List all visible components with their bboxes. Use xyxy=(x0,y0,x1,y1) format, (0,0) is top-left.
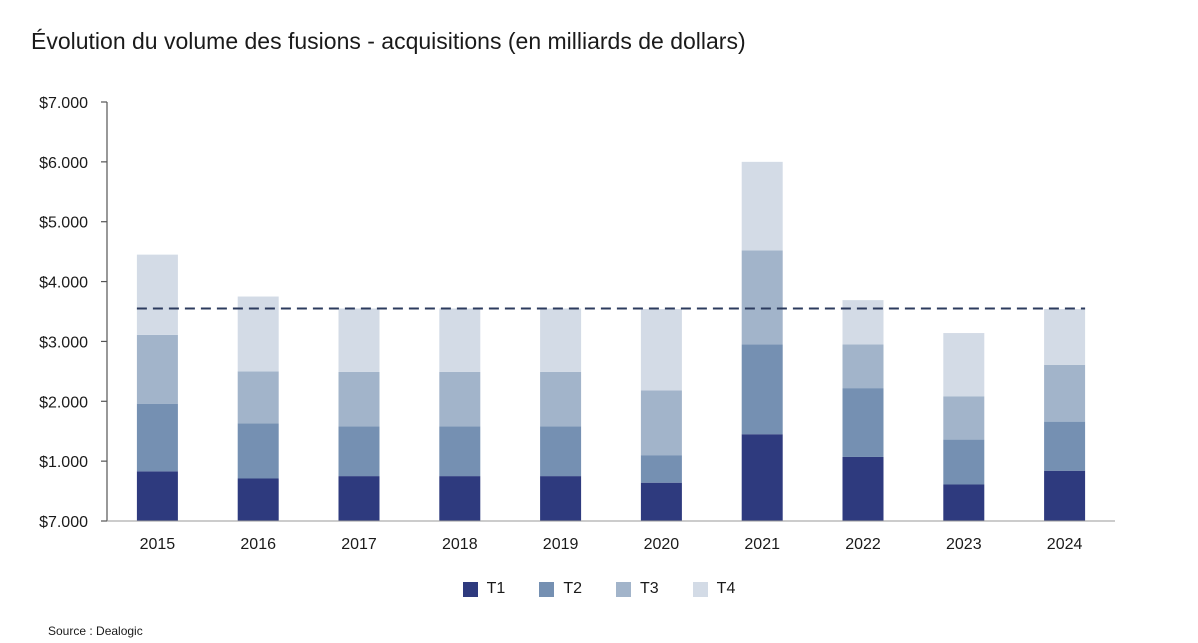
bar-segment-t1-2016 xyxy=(237,478,279,521)
bar-segment-t4-2021 xyxy=(741,161,783,251)
y-tick-label: $1.000 xyxy=(39,454,88,471)
legend-swatch xyxy=(616,581,631,597)
bar-segment-t3-2024 xyxy=(1044,364,1086,422)
chart-title: Évolution du volume des fusions - acquis… xyxy=(31,28,746,54)
bar-segment-t4-2015 xyxy=(136,254,178,335)
legend-label: T1 xyxy=(486,580,506,597)
legend-item-t1: T1 xyxy=(462,580,506,598)
legend-label: T4 xyxy=(716,580,736,597)
bar-segment-t1-2024 xyxy=(1044,470,1086,521)
bar-segment-t1-2019 xyxy=(540,476,582,521)
legend-label: T3 xyxy=(640,580,659,597)
bar-segment-t3-2021 xyxy=(741,250,783,345)
bar-segment-t1-2021 xyxy=(741,434,783,521)
x-tick-label: 2021 xyxy=(744,536,780,553)
x-tick-label: 2018 xyxy=(442,536,478,553)
bar-segment-t3-2023 xyxy=(943,396,985,440)
bar-segment-t1-2015 xyxy=(136,471,178,521)
bar-segment-t2-2024 xyxy=(1044,421,1086,471)
y-tick-label: $6.000 xyxy=(39,155,88,172)
legend-swatch xyxy=(539,581,555,597)
bar-segment-t3-2017 xyxy=(338,371,380,427)
y-tick-label: $2.000 xyxy=(39,394,88,411)
legend-item-t3: T3 xyxy=(616,580,659,598)
bar-segment-t2-2016 xyxy=(237,423,279,479)
bar-segment-t4-2020 xyxy=(640,309,682,391)
bar-segment-t4-2023 xyxy=(943,333,985,397)
bar-segment-t3-2020 xyxy=(640,390,682,456)
bar-segment-t4-2024 xyxy=(1044,309,1086,365)
stacked-bar-chart: $7.000 $1.000 $2.000 $3.000 $4.000 $5.000 $6.0… xyxy=(39,95,1115,553)
bar-segment-t4-2019 xyxy=(540,308,582,372)
y-tick-label: $5.000 xyxy=(39,215,88,232)
bar-segment-t2-2015 xyxy=(136,403,178,472)
x-axis-labels: 2015 2016 2017 2018 2019 2020 2021 2022 2023 2024 xyxy=(140,536,1083,553)
bar-segment-t2-2022 xyxy=(842,388,884,457)
bar-segment-t1-2022 xyxy=(842,456,884,521)
bar-segment-t3-2022 xyxy=(842,344,884,389)
x-tick-label: 2019 xyxy=(543,536,579,553)
source-note: Source : Dealogic xyxy=(48,624,143,638)
x-tick-label: 2017 xyxy=(341,536,377,553)
x-tick-label: 2024 xyxy=(1047,536,1083,553)
bar-segment-t3-2016 xyxy=(237,371,279,424)
bar-segment-t1-2023 xyxy=(943,484,985,521)
bar-segment-t2-2021 xyxy=(741,344,783,435)
legend-swatch xyxy=(462,581,478,597)
bar-segment-t4-2017 xyxy=(338,308,380,372)
bar-segment-t2-2019 xyxy=(540,426,582,477)
bar-segment-t3-2015 xyxy=(136,334,178,404)
legend-item-t4: T4 xyxy=(692,580,736,598)
bar-segment-t2-2020 xyxy=(640,455,682,483)
y-tick-label: $3.000 xyxy=(39,334,88,351)
y-tick-label: $7.000 xyxy=(39,95,88,112)
legend-swatch xyxy=(692,581,708,597)
x-tick-label: 2016 xyxy=(240,536,276,553)
bar-segment-t1-2020 xyxy=(640,482,682,521)
y-axis-ticks: $7.000 $1.000 $2.000 $3.000 $4.000 $5.000 $6.0… xyxy=(39,95,107,531)
bar-segment-t2-2017 xyxy=(338,426,380,477)
bar-segment-t1-2018 xyxy=(439,476,481,521)
y-tick-label: $4.000 xyxy=(39,275,88,292)
bar-segment-t3-2018 xyxy=(439,371,481,427)
bar-segment-t3-2019 xyxy=(540,371,582,427)
y-tick-label: $7.000 xyxy=(39,514,88,531)
legend-item-t2: T2 xyxy=(539,580,582,598)
bar-segment-t1-2017 xyxy=(338,476,380,521)
legend-label: T2 xyxy=(563,580,582,597)
x-tick-label: 2023 xyxy=(946,536,982,553)
x-tick-label: 2015 xyxy=(140,536,176,553)
bars-group xyxy=(136,161,1086,521)
x-tick-label: 2022 xyxy=(845,536,881,553)
bar-segment-t2-2023 xyxy=(943,439,985,485)
bar-segment-t4-2018 xyxy=(439,308,481,372)
x-tick-label: 2020 xyxy=(644,536,680,553)
bar-segment-t2-2018 xyxy=(439,426,481,477)
bar-segment-t4-2022 xyxy=(842,300,884,345)
chart-legend: T1 T2 T3 T4 xyxy=(0,580,1198,598)
